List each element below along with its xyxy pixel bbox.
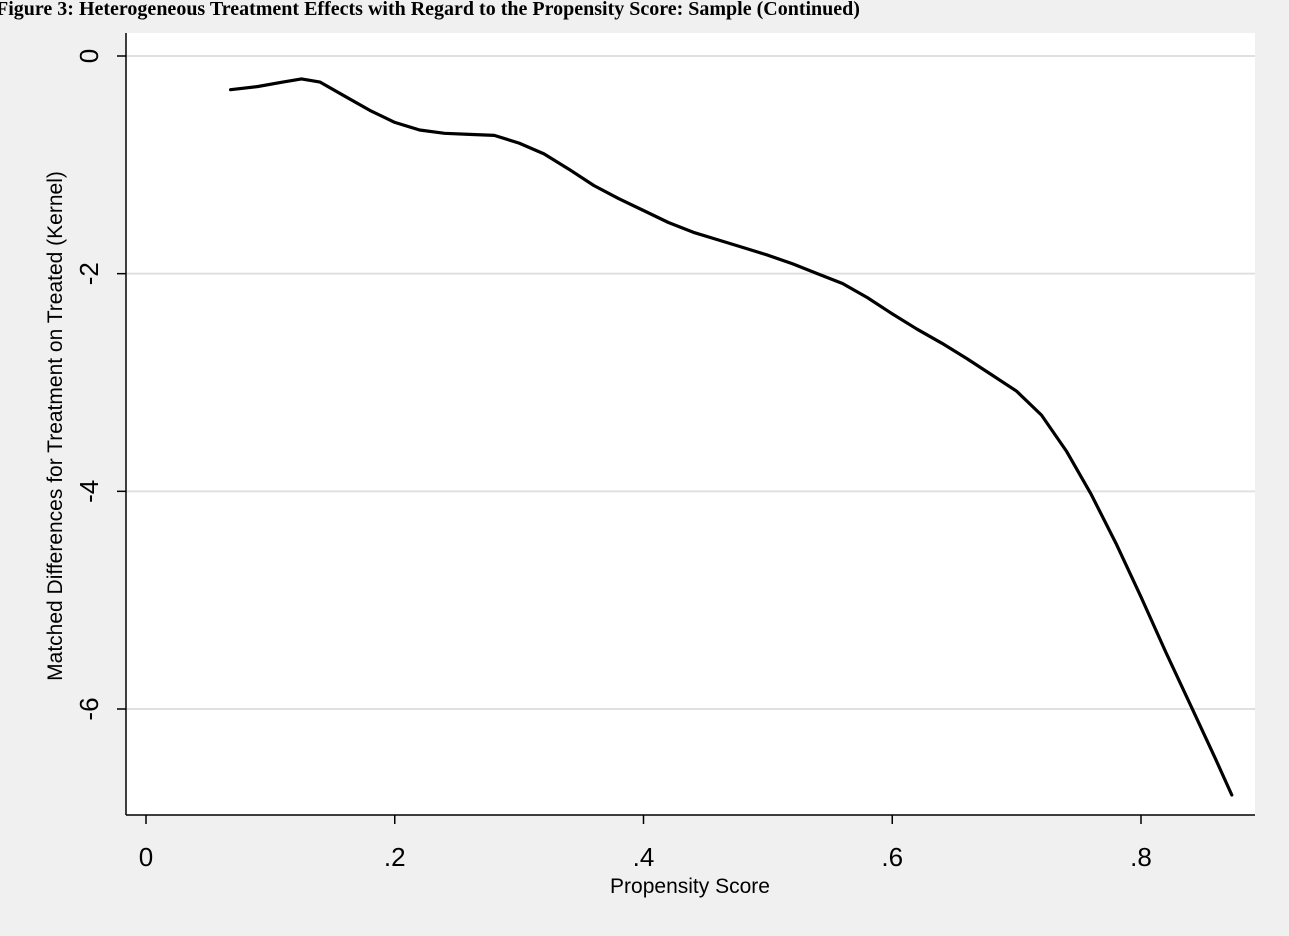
chart-title: Figure 3: Heterogeneous Treatment Effect…	[0, 0, 860, 20]
x-tick-label-0: 0	[139, 842, 153, 872]
y-tick-label-3: -6	[74, 697, 104, 720]
axes	[117, 33, 1255, 824]
x-tick-label-1: .2	[384, 842, 406, 872]
series-line-0	[229, 77, 1234, 797]
x-tick-label-2: .4	[633, 842, 655, 872]
y-tick-label-0: 0	[74, 49, 104, 63]
x-axis-title: Propensity Score	[610, 875, 770, 898]
plot-area	[126, 33, 1255, 815]
x-tick-label-4: .8	[1130, 842, 1152, 872]
y-tick-label-1: -2	[74, 262, 104, 285]
tick-labels: 0 .2 .4 .6 .8 0 -2 -4 -6	[74, 49, 1152, 872]
x-tick-label-3: .6	[881, 842, 903, 872]
y-axis-title: Matched Differences for Treatment on Tre…	[44, 171, 67, 681]
y-tick-label-2: -4	[74, 480, 104, 503]
series-group	[229, 77, 1234, 797]
gridlines	[126, 55, 1255, 710]
